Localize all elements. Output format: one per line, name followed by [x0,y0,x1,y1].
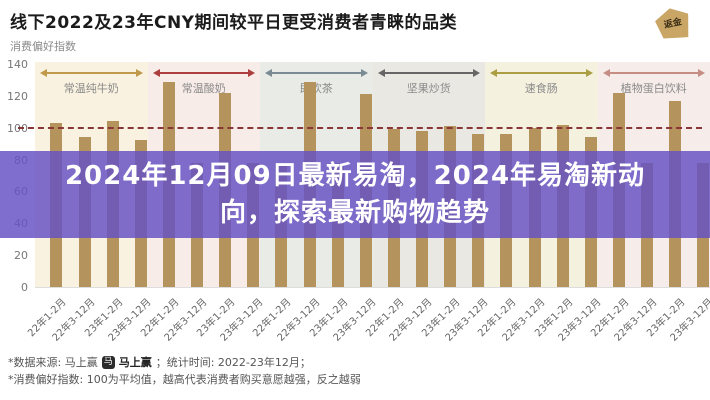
category-label: 常温纯牛奶 [63,82,119,95]
y-tick-label: 0 [21,281,28,294]
category-label: 常温酸奶 [181,82,226,95]
category-label: 速食肠 [524,82,558,95]
y-tick-label: 20 [14,249,28,263]
y-tick-label: 140 [7,58,28,71]
category-label: 即饮茶 [299,82,333,95]
x-axis-baseline [35,287,710,288]
category-range-arrow [377,69,480,77]
category-label: 坚果炒货 [406,82,451,95]
mashangying-logo-icon: 马 [101,356,115,369]
category-range-arrow [265,69,368,77]
category-range-arrow [490,69,593,77]
footer-index-note-text: *消费偏好指数: 100为平均值，越高代表消费者购买意愿越强，反之越弱 [8,373,361,386]
footer-index-note: *消费偏好指数: 100为平均值，越高代表消费者购买意愿越强，反之越弱 [8,371,361,388]
category-range-arrow [152,69,255,77]
reference-line-100 [18,126,702,129]
y-tick-label: 100 [7,121,28,135]
brand-name: 马上赢 [118,356,152,369]
overlay-banner: 2024年12月09日最新易淘，2024年易淘新动 向，探索最新购物趋势 [0,151,710,238]
footer-source-suffix: ；统计时间: 2022-23年12月； [155,356,311,369]
y-tick-label: 120 [7,89,28,103]
overlay-text-line1: 2024年12月09日最新易淘，2024年易淘新动 [64,160,646,191]
chart-title: 线下2022及23年CNY期间较平日更受消费者青睐的品类 [10,13,457,33]
overlay-text-line2: 向，探索最新购物趋势 [219,197,490,228]
category-range-arrow [602,69,705,77]
footer-notes: *数据来源: 马上赢 马 马上赢 ；统计时间: 2022-23年12月； *消费… [8,354,361,388]
category-label: 植物蛋白饮料 [620,82,687,95]
footer-source-line: *数据来源: 马上赢 马 马上赢 ；统计时间: 2022-23年12月； [8,354,361,371]
category-range-arrow [40,69,143,77]
y-axis-label: 消费偏好指数 [10,40,76,53]
footer-source-prefix: *数据来源: 马上赢 [8,356,98,369]
